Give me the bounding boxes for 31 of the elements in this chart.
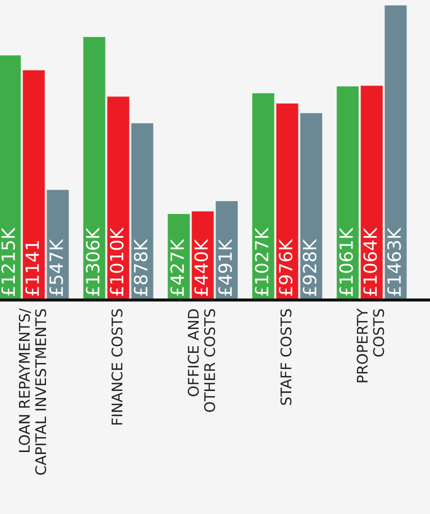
x-tick-label: OFFICE AND OTHER COSTS	[188, 309, 216, 412]
x-tick-label: LOAN REPAYMENTS/ CAPITAL INVESTMENTS	[18, 308, 46, 475]
data-label: £1027K	[254, 227, 268, 296]
x-tick-label: PROPERTY COSTS	[356, 308, 384, 382]
data-label: £491K	[218, 238, 232, 296]
data-label: £1215K	[1, 227, 16, 296]
data-label: £1463K	[387, 227, 401, 296]
data-label: £1061K	[339, 227, 353, 296]
bar	[384, 5, 407, 300]
x-tick-label: FINANCE COSTS	[111, 309, 123, 425]
data-label: £1141	[25, 241, 39, 296]
bar	[131, 123, 154, 300]
data-label: £547K	[49, 238, 64, 296]
data-label: £976K	[278, 238, 292, 296]
data-label: £440K	[194, 238, 208, 296]
bar	[0, 55, 21, 300]
data-label: £427K	[170, 238, 184, 296]
bar	[22, 70, 45, 300]
bar	[360, 86, 383, 300]
bar	[276, 103, 298, 300]
bar	[300, 113, 322, 300]
data-label: £878K	[134, 238, 148, 296]
data-label: £1306K	[86, 227, 100, 296]
bar	[252, 93, 274, 300]
x-tick-label: STAFF COSTS	[280, 309, 292, 405]
bar	[107, 96, 130, 300]
data-label: £928K	[302, 238, 316, 296]
data-label: £1010K	[110, 227, 124, 296]
bar	[336, 86, 359, 300]
bar	[83, 37, 106, 300]
data-label: £1064K	[363, 227, 377, 296]
